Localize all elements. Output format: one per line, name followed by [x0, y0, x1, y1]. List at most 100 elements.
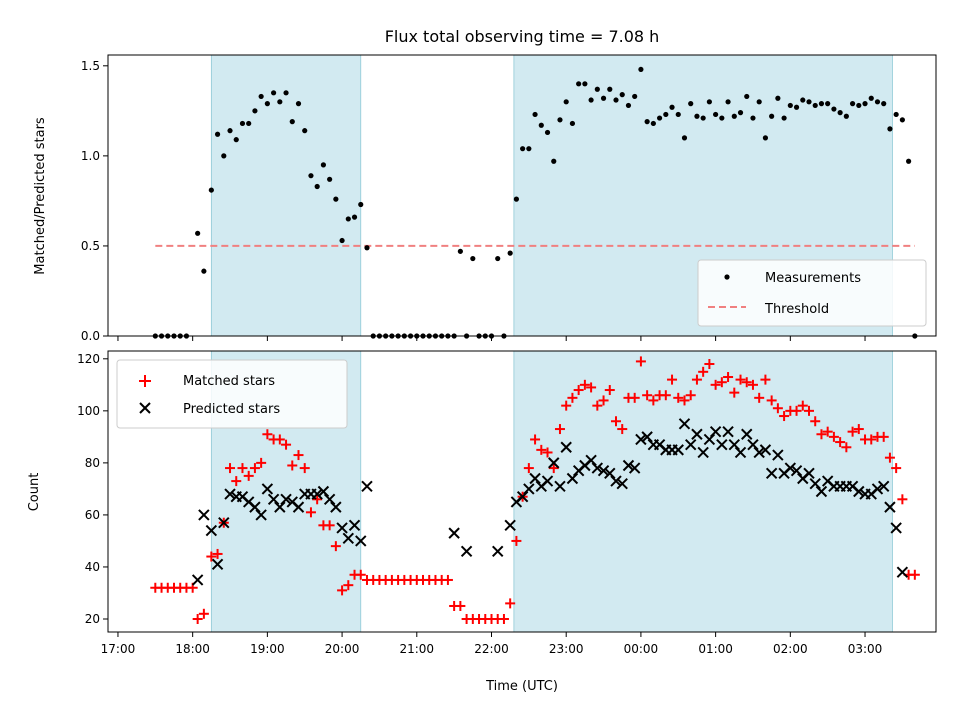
x-tick-label: 18:00 [175, 642, 210, 656]
measurement-point [769, 113, 775, 119]
predicted-point [635, 433, 647, 446]
measurement-point [818, 101, 825, 107]
predicted-point [554, 480, 566, 493]
measurement-point [906, 158, 912, 164]
bottom-axes-frame [107, 350, 937, 633]
measurement-point [775, 95, 781, 101]
measurement-point [750, 115, 756, 121]
legend-predicted-label: Predicted stars [183, 402, 280, 417]
predicted-point [255, 509, 267, 521]
y-tick-label: 0.5 [81, 239, 100, 253]
measurement-point [713, 111, 719, 118]
predicted-point [342, 532, 355, 545]
predicted-point [274, 501, 286, 513]
matched-point [206, 551, 217, 562]
matched-point [735, 374, 746, 385]
measurement-point [688, 101, 694, 107]
legend-matched-marker [139, 375, 151, 387]
measurement-point [719, 115, 725, 121]
measurement-point [246, 120, 252, 127]
predicted-point [323, 493, 336, 506]
matched-point [442, 574, 453, 585]
matched-point [760, 374, 771, 385]
matched-point [754, 392, 765, 403]
matched-point [710, 379, 721, 390]
predicted-point [672, 444, 684, 456]
bottom-y-axis-label: Count [27, 473, 42, 512]
predicted-point [871, 483, 884, 495]
measurement-point [544, 129, 551, 136]
bottom-legend-box [116, 359, 348, 429]
predicted-point [224, 488, 236, 500]
measurement-point [656, 115, 663, 121]
measurement-point [650, 120, 656, 127]
measurement-point [594, 86, 600, 92]
measurement-point [706, 99, 712, 105]
measurement-point [227, 128, 233, 134]
measurement-point [881, 101, 887, 107]
measurement-point [507, 250, 513, 256]
matched-point [685, 390, 696, 401]
predicted-point [597, 464, 610, 477]
bottom-y-ticks: 20 40 60 80 100 120 [77, 352, 108, 626]
matched-point [691, 374, 702, 385]
predicted-point [529, 472, 541, 485]
measurement-point [457, 248, 463, 254]
x-tick-label: 17:00 [101, 642, 136, 656]
x-axis-label: Time (UTC) [485, 679, 558, 694]
matched-point [343, 580, 354, 591]
measurement-point [669, 104, 675, 110]
legend-measurements-label: Measurements [765, 271, 861, 286]
predicted-point [728, 438, 740, 451]
predicted-point [622, 459, 635, 472]
predicted-point [703, 433, 716, 446]
measurement-point [856, 102, 862, 109]
matched-point [822, 426, 833, 437]
measurement-point [320, 162, 327, 168]
measurement-point [264, 101, 270, 107]
measurement-point [744, 93, 750, 100]
measurement-point [800, 97, 806, 103]
predicted-point [336, 522, 348, 534]
measurement-point [638, 66, 644, 73]
measurement-point [351, 214, 358, 220]
measurement-point [258, 93, 264, 100]
predicted-point [280, 493, 292, 506]
matched-point [611, 416, 622, 427]
top-y-axis-label: Matched/Predicted stars [33, 117, 48, 275]
predicted-point [877, 480, 890, 493]
matched-point [536, 444, 547, 455]
measurement-point [239, 120, 246, 127]
legend-matched-label: Matched stars [183, 374, 275, 389]
matched-point [741, 377, 752, 388]
matched-point [554, 424, 565, 435]
measurement-point [569, 120, 576, 127]
matched-point [679, 395, 690, 406]
measurement-point [874, 99, 881, 105]
matched-point [747, 379, 758, 390]
matched-point [293, 450, 304, 461]
predicted-point [492, 545, 504, 558]
matched-point [866, 434, 877, 445]
matched-point [598, 395, 609, 406]
matched-point [673, 392, 684, 403]
measurement-point [495, 255, 501, 262]
matched-point [635, 356, 646, 367]
predicted-point [560, 441, 572, 453]
measurement-point [694, 113, 700, 119]
measurement-point [831, 106, 837, 112]
measurement-point [756, 99, 762, 105]
matched-point [698, 366, 709, 377]
matched-point [573, 385, 584, 396]
matched-point [704, 359, 715, 370]
measurement-point [793, 104, 800, 110]
matched-point [542, 447, 553, 458]
predicted-point [218, 517, 230, 529]
matched-point [567, 392, 578, 403]
matched-point [231, 476, 242, 487]
y-tick-label: 20 [85, 612, 100, 626]
measurement-point [632, 93, 638, 100]
predicted-point [541, 475, 554, 487]
predicted-point [709, 425, 722, 438]
measurement-point [737, 110, 744, 116]
